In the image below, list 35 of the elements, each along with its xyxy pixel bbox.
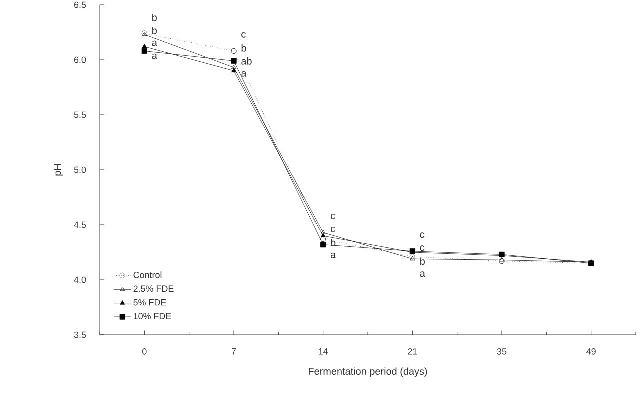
annotation: a (330, 252, 336, 258)
x-axis-title: Fermentation period (days) (309, 368, 428, 377)
annotation: c (420, 232, 425, 238)
annotation: a (242, 71, 247, 77)
annotation: b (152, 14, 157, 22)
annotation: b (331, 239, 336, 246)
y-tick-label: 5.0 (74, 166, 86, 174)
x-tick-label: 49 (586, 348, 596, 355)
legend-label: 2.5% FDE (134, 286, 174, 292)
annotation: c (420, 246, 425, 252)
annotation: ab (242, 58, 252, 65)
y-tick-label: 6.0 (74, 56, 86, 64)
annotation: c (330, 214, 336, 220)
x-tick-label: 7 (232, 348, 236, 355)
x-tick-label: 35 (497, 348, 507, 355)
annotation: a (152, 40, 158, 46)
annotation: c (330, 226, 336, 232)
legend-label: Control (134, 272, 162, 278)
y-tick-label: 4.5 (74, 222, 86, 228)
x-tick-label: 14 (319, 348, 328, 355)
y-tick-label: 6.5 (74, 2, 86, 8)
annotation: a (420, 272, 426, 278)
annotation: b (152, 26, 157, 34)
annotation: b (242, 44, 246, 52)
legend-label: 10% FDE (134, 313, 172, 320)
legend-label: 5% FDE (134, 299, 166, 306)
x-tick-label: 21 (408, 348, 418, 355)
x-tick-label: 0 (142, 348, 147, 355)
y-tick-label: 3.5 (74, 332, 86, 338)
y-tick-label: 4.0 (74, 276, 86, 284)
annotation: c (242, 32, 246, 38)
y-axis-title: pH (54, 164, 64, 176)
annotation: b (420, 258, 425, 266)
annotation: a (152, 54, 158, 60)
y-tick-label: 5.5 (74, 112, 86, 118)
